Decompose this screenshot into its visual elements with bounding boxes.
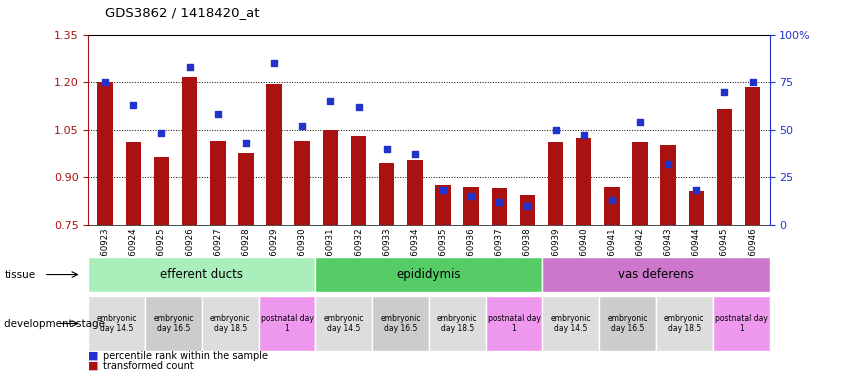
Bar [267, 84, 282, 225]
Text: postnatal day
1: postnatal day 1 [261, 314, 314, 333]
Text: development stage: development stage [4, 318, 105, 329]
Text: embryonic
day 16.5: embryonic day 16.5 [380, 314, 420, 333]
Text: efferent ducts: efferent ducts [161, 268, 243, 281]
Bar [125, 142, 141, 225]
Text: embryonic
day 18.5: embryonic day 18.5 [437, 314, 478, 333]
Bar [689, 191, 704, 225]
Point [324, 98, 337, 104]
Bar [520, 195, 535, 225]
Point [182, 64, 196, 70]
Bar [210, 141, 225, 225]
Point [436, 187, 450, 194]
Bar [604, 187, 620, 225]
Bar [745, 87, 760, 225]
Point [464, 193, 478, 199]
Text: embryonic
day 14.5: embryonic day 14.5 [97, 314, 137, 333]
Text: ■: ■ [88, 361, 98, 371]
Bar [323, 130, 338, 225]
Text: ■: ■ [88, 351, 98, 361]
Text: embryonic
day 18.5: embryonic day 18.5 [210, 314, 251, 333]
Point [98, 79, 112, 85]
Bar [436, 185, 451, 225]
Text: postnatal day
1: postnatal day 1 [488, 314, 541, 333]
Bar [547, 142, 563, 225]
Point [295, 123, 309, 129]
Point [662, 161, 675, 167]
Point [408, 151, 421, 157]
Text: postnatal day
1: postnatal day 1 [715, 314, 768, 333]
Text: embryonic
day 16.5: embryonic day 16.5 [153, 314, 193, 333]
Text: tissue: tissue [4, 270, 35, 280]
Point [352, 104, 365, 110]
Point [239, 140, 252, 146]
Bar [238, 153, 254, 225]
Text: embryonic
day 16.5: embryonic day 16.5 [607, 314, 648, 333]
Bar [632, 142, 648, 225]
Point [549, 127, 563, 133]
Point [155, 130, 168, 136]
Bar [660, 146, 676, 225]
Bar [98, 82, 113, 225]
Text: embryonic
day 14.5: embryonic day 14.5 [551, 314, 591, 333]
Point [493, 199, 506, 205]
Point [633, 119, 647, 125]
Point [127, 102, 140, 108]
Point [746, 79, 759, 85]
Bar [407, 160, 422, 225]
Point [690, 187, 703, 194]
Point [211, 111, 225, 118]
Point [606, 197, 619, 203]
Bar [491, 188, 507, 225]
Bar [379, 163, 394, 225]
Bar [182, 77, 198, 225]
Bar [351, 136, 367, 225]
Bar [576, 137, 591, 225]
Bar [717, 109, 733, 225]
Bar [463, 187, 479, 225]
Text: epididymis: epididymis [397, 268, 461, 281]
Text: vas deferens: vas deferens [618, 268, 694, 281]
Point [577, 132, 590, 138]
Text: transformed count: transformed count [103, 361, 194, 371]
Point [267, 60, 281, 66]
Point [521, 203, 534, 209]
Text: percentile rank within the sample: percentile rank within the sample [103, 351, 268, 361]
Point [380, 146, 394, 152]
Text: embryonic
day 14.5: embryonic day 14.5 [324, 314, 364, 333]
Bar [294, 141, 310, 225]
Bar [154, 157, 169, 225]
Text: embryonic
day 18.5: embryonic day 18.5 [664, 314, 705, 333]
Text: GDS3862 / 1418420_at: GDS3862 / 1418420_at [105, 6, 260, 19]
Point [717, 89, 731, 95]
